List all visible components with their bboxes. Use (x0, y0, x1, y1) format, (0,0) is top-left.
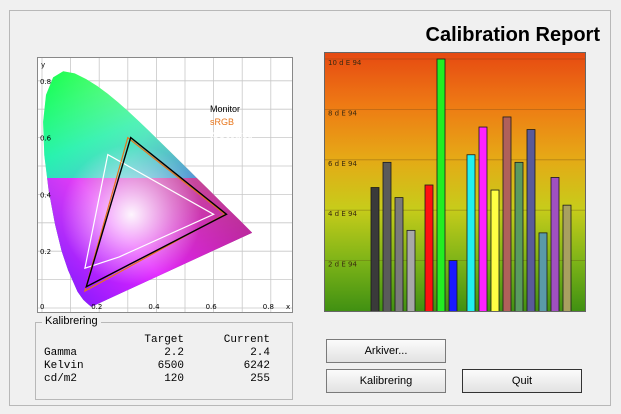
kalibrering-button[interactable]: Kalibrering (326, 369, 446, 393)
cie-x-tick-label: 0.6 (206, 303, 218, 311)
isocoated-gamut (84, 153, 215, 270)
spectral-locus-fill (43, 71, 253, 307)
kalibrering-header-row: Target Current (44, 333, 270, 346)
cie-tick-labels: 0 0.2 0.4 0.6 0.8 0.8 0.6 0.4 0.2 (40, 78, 274, 311)
bar (502, 116, 512, 311)
quit-button[interactable]: Quit (462, 369, 582, 393)
table-row: Gamma 2.2 2.4 (44, 346, 270, 359)
cie-diagram: y x 0 0.2 0.4 0.6 0.8 0.8 0.6 0.4 0.2 Monitor sR… (37, 57, 293, 313)
bar (514, 161, 524, 311)
cie-x-tick-label: 0.8 (263, 303, 274, 311)
header-current: Current (223, 333, 270, 346)
cie-y-tick-label: 0.4 (40, 191, 52, 199)
cie-y-tick-label: 0.2 (40, 248, 51, 256)
bar (436, 58, 446, 311)
kalibrering-group: Kalibrering Target Current Gamma 2.2 2.4… (35, 315, 293, 400)
bar (448, 260, 458, 311)
chart-tick-labels: 10 d E 94 8 d E 94 6 d E 94 4 d E 94 2 d E 9… (328, 59, 362, 269)
cie-y-axis-label: y (41, 61, 45, 69)
y-tick-label: 10 d E 94 (328, 59, 362, 67)
bar (478, 126, 488, 311)
cie-x-tick-label: 0 (40, 303, 44, 311)
bar (490, 189, 500, 311)
gamut-triangles (83, 136, 228, 293)
y-tick-label: 6 d E 94 (328, 160, 357, 168)
legend-monitor: Monitor (210, 104, 240, 114)
bar (424, 184, 434, 311)
bar (370, 187, 380, 311)
delta-e-chart-svg: 10 d E 94 8 d E 94 6 d E 94 4 d E 94 2 d E 9… (325, 53, 585, 311)
monitor-gamut (85, 136, 228, 289)
bar (526, 129, 536, 311)
header-label (44, 333, 114, 346)
kalibrering-table: Target Current Gamma 2.2 2.4 Kelvin 6500… (44, 333, 270, 385)
row-target: 120 (164, 372, 184, 385)
cie-y-tick-label: 0.8 (40, 78, 51, 86)
srgb-gamut (83, 136, 227, 293)
y-tick-label: 4 d E 94 (328, 210, 357, 218)
page-title: Calibration Report (425, 24, 600, 46)
row-label: cd/m2 (44, 372, 78, 385)
cie-x-tick-label: 0.2 (91, 303, 102, 311)
row-target: 6500 (157, 359, 184, 372)
header-target: Target (144, 333, 184, 346)
y-tick-label: 8 d E 94 (328, 109, 357, 117)
table-row: cd/m2 120 255 (44, 372, 270, 385)
bar (538, 232, 548, 311)
cie-x-tick-label: 0.4 (148, 303, 160, 311)
row-label: Kelvin (44, 359, 84, 372)
legend-isocoated: ISOcoated (210, 130, 253, 140)
row-current: 2.4 (250, 346, 270, 359)
bar (406, 229, 416, 311)
cie-chart-svg: y x 0 0.2 0.4 0.6 0.8 0.8 0.6 0.4 0.2 Monitor sR… (38, 58, 292, 312)
bar (394, 197, 404, 311)
bar (550, 177, 560, 311)
cie-y-tick-label: 0.6 (40, 135, 52, 143)
arkiver-button[interactable]: Arkiver... (326, 339, 446, 363)
kalibrering-group-label: Kalibrering (42, 315, 101, 327)
row-current: 6242 (243, 359, 270, 372)
row-target: 2.2 (164, 346, 184, 359)
bar (466, 154, 476, 311)
row-current: 255 (250, 372, 270, 385)
chart-bars (370, 58, 572, 311)
delta-e-chart: 10 d E 94 8 d E 94 6 d E 94 4 d E 94 2 d E 9… (324, 52, 586, 312)
row-label: Gamma (44, 346, 78, 359)
legend-srgb: sRGB (210, 117, 234, 127)
y-tick-label: 2 d E 94 (328, 261, 357, 269)
cie-legend: Monitor sRGB ISOcoated (210, 104, 253, 140)
bar (382, 161, 392, 311)
cie-x-axis-label: x (286, 303, 290, 311)
table-row: Kelvin 6500 6242 (44, 359, 270, 372)
bar (562, 204, 572, 311)
